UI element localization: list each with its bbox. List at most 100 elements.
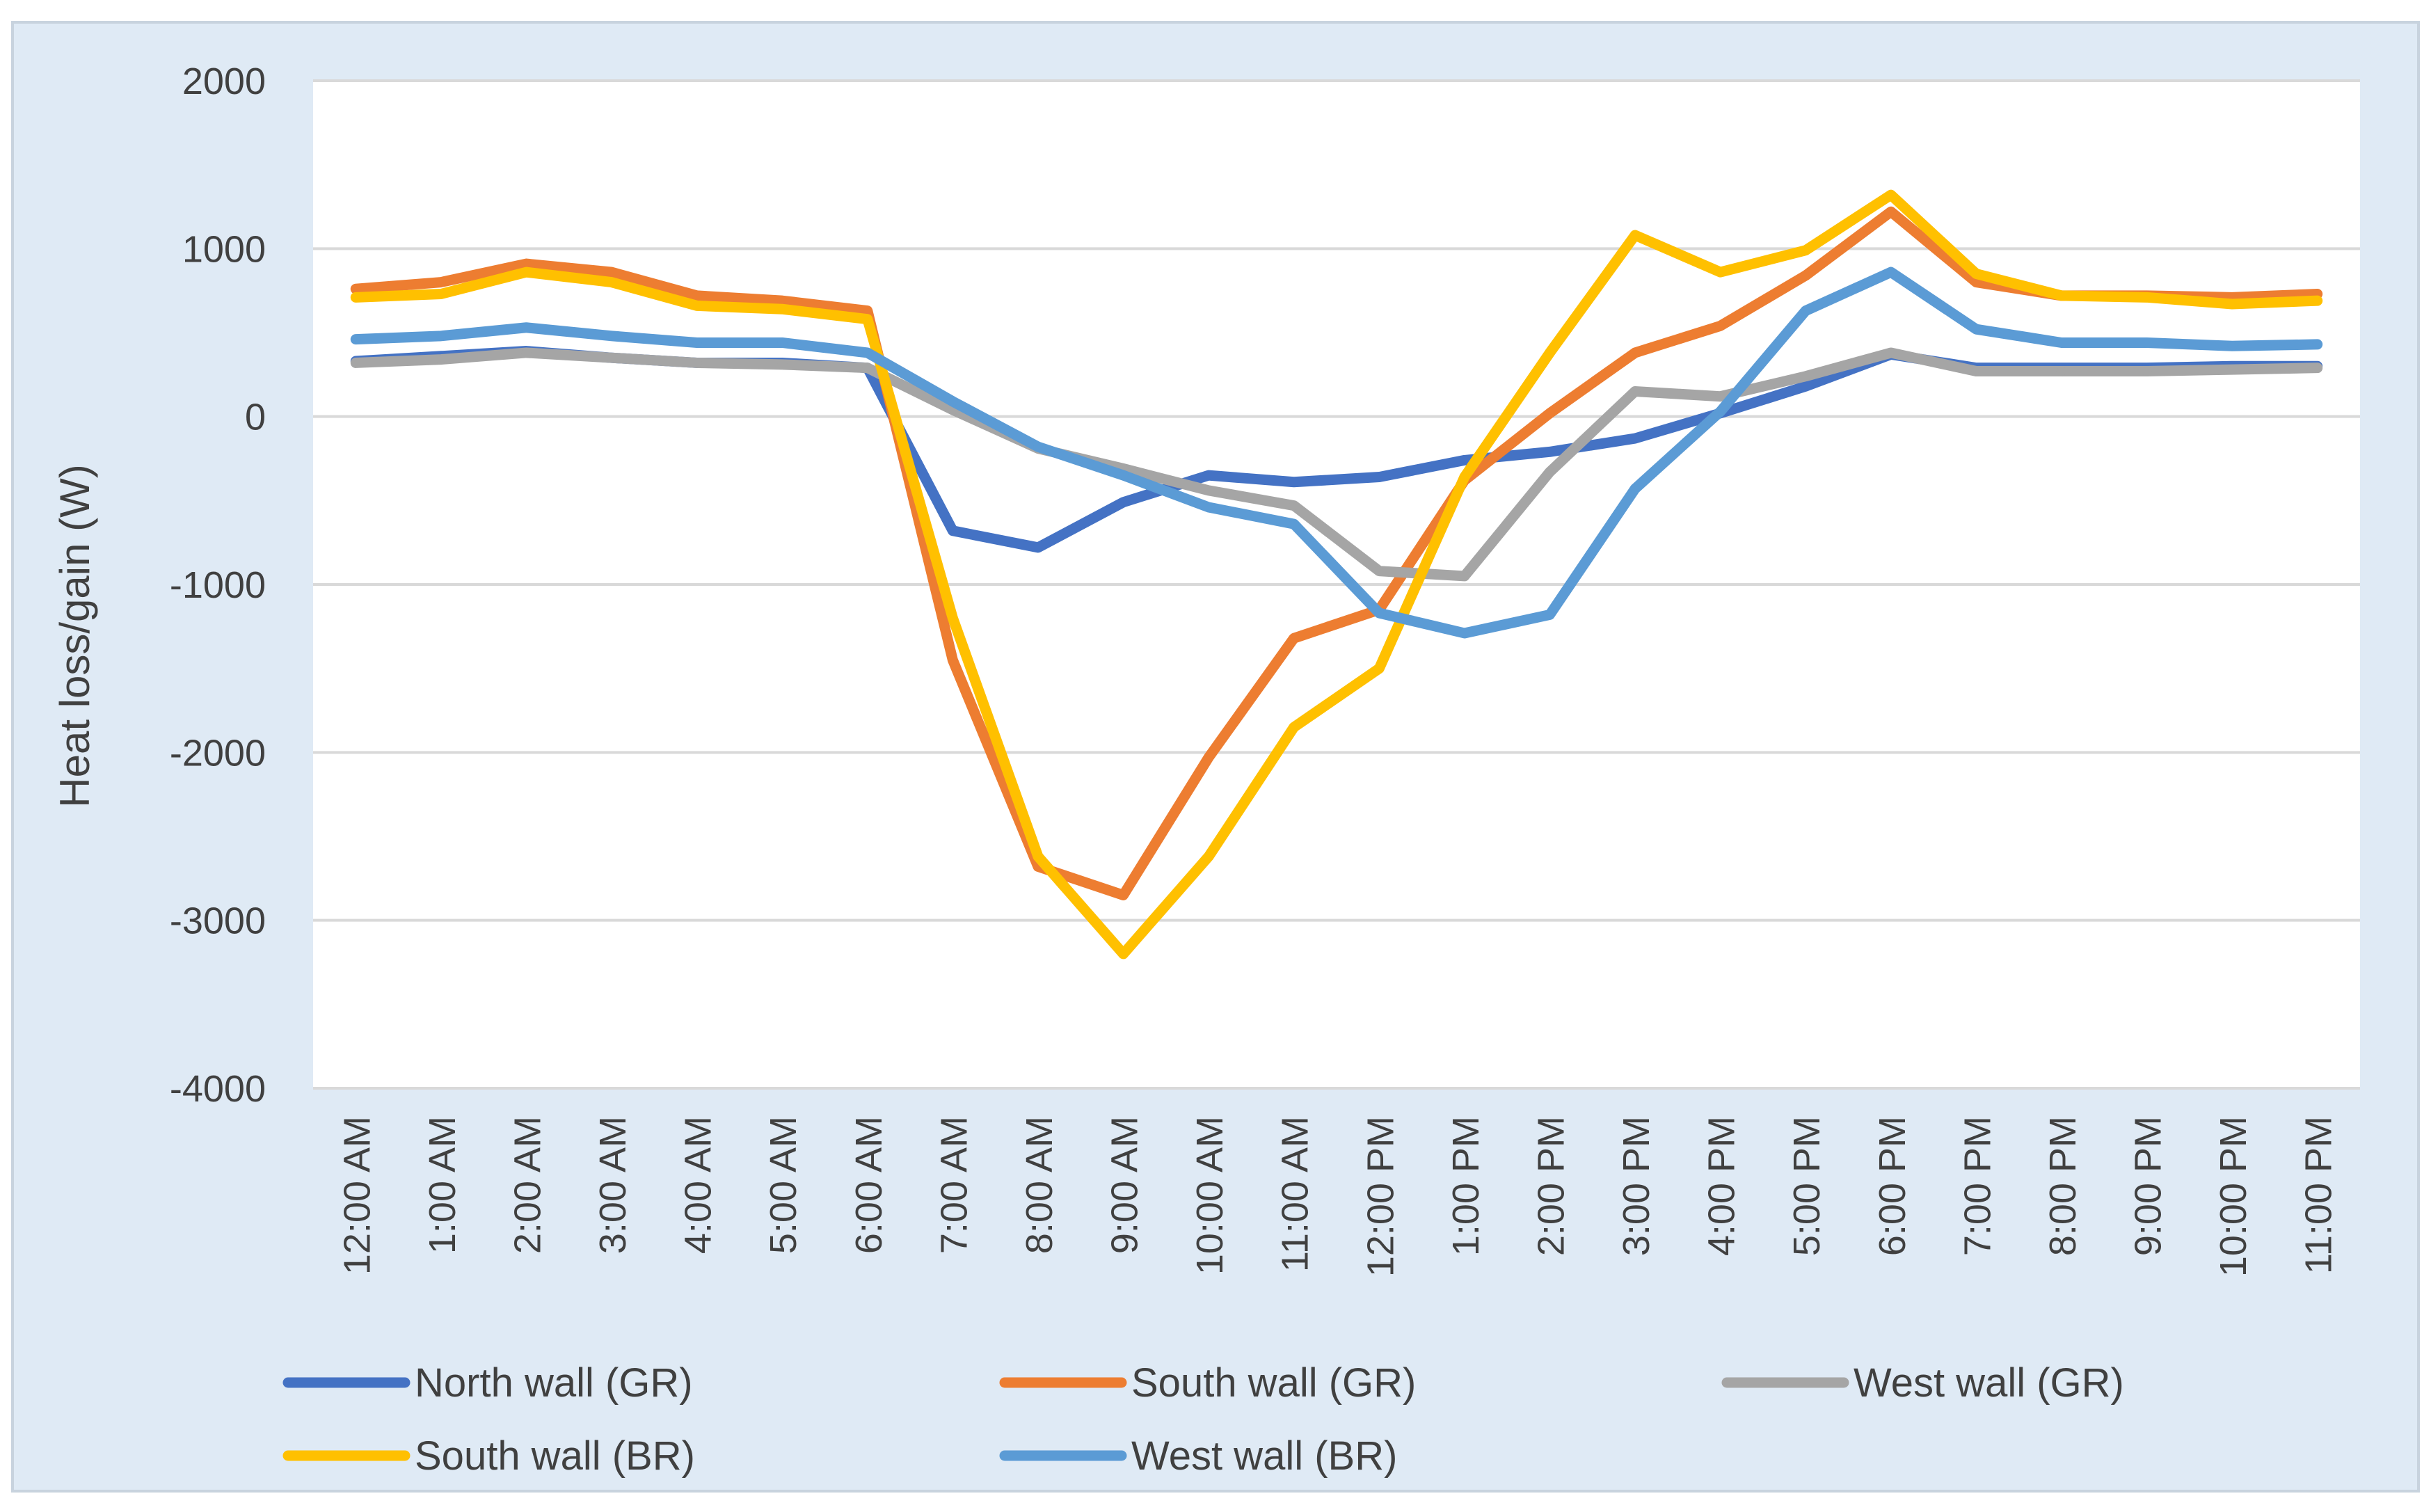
x-tick-label: 12:00 PM <box>1360 1116 1401 1277</box>
series-4 <box>350 266 2323 639</box>
data-point <box>777 359 788 369</box>
data-point <box>1374 663 1385 674</box>
legend: North wall (GR) South wall (GR) West wall … <box>282 1360 2124 1479</box>
data-point <box>1630 433 1641 444</box>
data-point <box>436 289 446 299</box>
data-point <box>1459 628 1469 638</box>
data-point <box>1971 324 1982 335</box>
data-point <box>351 358 361 368</box>
data-point <box>1289 500 1299 511</box>
data-point <box>862 314 872 324</box>
line-chart: 2000 1000 0 -1000 -2000 -3000 -4000 12:00 AM 1:… <box>51 61 2360 1479</box>
x-tick-label: 6:00 AM <box>848 1116 890 1254</box>
y-tick-label: 2000 <box>182 61 266 102</box>
data-point <box>1459 472 1469 482</box>
series-line <box>350 189 2323 960</box>
legend-label: West wall (GR) <box>1854 1360 2124 1406</box>
x-tick-label: 10:00 AM <box>1189 1116 1231 1275</box>
data-point <box>2312 339 2322 349</box>
data-point <box>1204 470 1214 481</box>
data-point <box>2056 366 2066 376</box>
y-tick-label: -1000 <box>170 564 266 606</box>
x-tick-label: 9:00 PM <box>2128 1116 2169 1256</box>
x-tick-label: 3:00 AM <box>592 1116 634 1254</box>
series-3 <box>350 189 2323 960</box>
series-line <box>350 266 2323 639</box>
data-point <box>1715 391 1725 401</box>
data-point <box>777 337 788 348</box>
legend-label: South wall (BR) <box>415 1433 695 1479</box>
series-line <box>350 347 2323 582</box>
data-point <box>2312 363 2322 373</box>
data-point <box>777 296 788 306</box>
legend-item: West wall (GR) <box>1721 1360 2124 1406</box>
x-tick-label: 9:00 AM <box>1104 1116 1146 1254</box>
data-point <box>1886 207 1896 217</box>
chart-frame: 2000 1000 0 -1000 -2000 -3000 -4000 12:00 AM 1:… <box>11 21 2420 1493</box>
data-point <box>1204 502 1214 512</box>
data-point <box>1886 347 1896 358</box>
data-point <box>862 347 872 358</box>
data-point <box>436 354 446 365</box>
data-point <box>436 331 446 341</box>
data-point <box>1204 485 1214 495</box>
legend-label: North wall (GR) <box>415 1360 693 1406</box>
data-point <box>1545 408 1555 418</box>
data-point <box>1459 455 1469 465</box>
data-point <box>1630 484 1641 494</box>
data-point <box>1801 381 1811 392</box>
data-point <box>1033 851 1043 861</box>
data-point <box>1289 722 1299 733</box>
y-tick-label: 1000 <box>182 228 266 270</box>
data-point <box>862 305 872 316</box>
y-axis-title: Heat loss/gain (W) <box>51 464 98 807</box>
x-tick-label: 4:00 AM <box>678 1116 719 1254</box>
y-tick-label: -3000 <box>170 900 266 942</box>
legend-item: South wall (BR) <box>282 1433 695 1479</box>
data-point <box>1715 321 1725 331</box>
data-point <box>1118 890 1129 900</box>
data-point <box>2142 337 2152 348</box>
data-point <box>1715 406 1725 417</box>
x-tick-label: 7:00 PM <box>1956 1116 1998 1256</box>
x-tick-label: 1:00 PM <box>1445 1116 1487 1256</box>
data-point <box>2227 365 2238 375</box>
x-tick-label: 1:00 AM <box>422 1116 463 1254</box>
data-point <box>1545 347 1555 358</box>
x-tick-label: 10:00 PM <box>2213 1116 2254 1277</box>
data-point <box>1033 542 1043 552</box>
data-point <box>2142 366 2152 376</box>
data-point <box>1118 948 1129 959</box>
data-point <box>1118 470 1129 481</box>
data-point <box>1801 371 1811 381</box>
data-point <box>692 358 702 368</box>
data-point <box>1630 386 1641 397</box>
data-point <box>948 525 958 536</box>
x-tick-label: 7:00 AM <box>933 1116 975 1254</box>
data-point <box>2142 292 2152 303</box>
data-point <box>1630 230 1641 241</box>
data-point <box>2056 290 2066 301</box>
x-tick-label: 5:00 PM <box>1786 1116 1828 1256</box>
legend-label: West wall (BR) <box>1131 1433 1397 1479</box>
legend-item: North wall (GR) <box>282 1360 693 1406</box>
data-point <box>1289 519 1299 530</box>
data-point <box>607 353 617 363</box>
x-tick-label: 3:00 PM <box>1616 1116 1657 1256</box>
data-point <box>607 267 617 278</box>
data-point <box>1971 366 1982 376</box>
data-point <box>1545 447 1555 457</box>
legend-label: South wall (GR) <box>1131 1360 1416 1406</box>
y-tick-label: 0 <box>245 397 266 438</box>
data-point <box>2227 299 2238 309</box>
data-point <box>351 292 361 303</box>
data-point <box>1886 190 1896 200</box>
data-point <box>521 259 532 269</box>
data-point <box>1971 269 1982 279</box>
data-point <box>948 396 958 406</box>
data-point <box>1204 851 1214 861</box>
data-point <box>1459 571 1469 581</box>
x-tick-label: 8:00 PM <box>2042 1116 2084 1256</box>
data-point <box>1801 270 1811 280</box>
data-point <box>1204 752 1214 763</box>
